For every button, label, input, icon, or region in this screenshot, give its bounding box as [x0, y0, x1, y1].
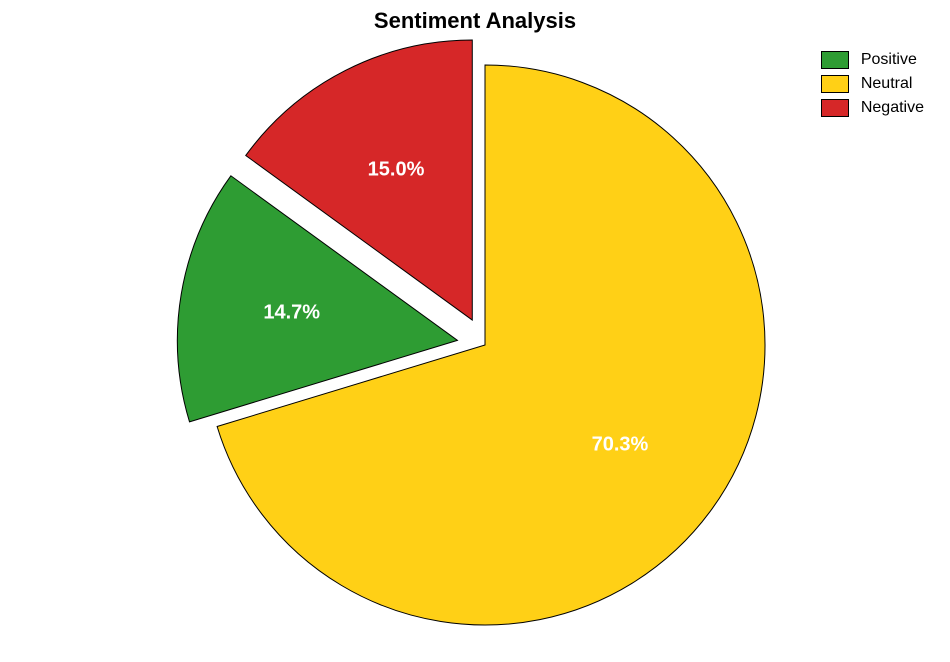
legend-label-negative: Negative	[861, 99, 924, 117]
pie-chart	[0, 0, 950, 662]
legend-swatch-positive	[821, 51, 849, 69]
legend-item-positive: Positive	[821, 48, 924, 72]
slice-label-negative: 15.0%	[368, 159, 425, 182]
legend-swatch-neutral	[821, 75, 849, 93]
slice-label-neutral: 70.3%	[592, 434, 649, 457]
legend-label-neutral: Neutral	[861, 75, 913, 93]
legend-item-neutral: Neutral	[821, 72, 924, 96]
legend-label-positive: Positive	[861, 51, 917, 69]
legend: Positive Neutral Negative	[821, 48, 924, 120]
legend-swatch-negative	[821, 99, 849, 117]
slice-label-positive: 14.7%	[263, 301, 320, 324]
legend-item-negative: Negative	[821, 96, 924, 120]
